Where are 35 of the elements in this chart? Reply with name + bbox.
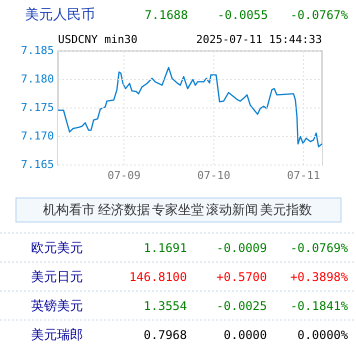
chart-subtitle: USDCNY min30 bbox=[58, 33, 138, 46]
text: -0.0055 bbox=[217, 8, 268, 22]
text: -0.0009 bbox=[216, 241, 267, 255]
text: 2025-07-11 15:44:33 bbox=[196, 33, 322, 46]
text: 0.0000 bbox=[224, 328, 267, 342]
text: -0.0767% bbox=[290, 8, 349, 22]
text: -0.1841% bbox=[290, 299, 349, 313]
text: 美元瑞郎 bbox=[31, 327, 83, 343]
text: 美元指数 bbox=[260, 202, 312, 218]
text: +0.3898% bbox=[290, 270, 349, 284]
text: 欧元美元 bbox=[31, 240, 83, 256]
y-tick-label: 7.165 bbox=[20, 158, 54, 171]
text: 英镑美元 bbox=[31, 298, 83, 314]
text: 7.1688 bbox=[144, 8, 188, 22]
text: 滚动新闻 bbox=[206, 203, 258, 218]
text: 机构看市 bbox=[43, 203, 95, 218]
y-tick-label: 7.185 bbox=[20, 44, 54, 57]
text: 146.8100 bbox=[129, 270, 187, 284]
text: 0.7968 bbox=[144, 328, 187, 342]
text: 经济数据 bbox=[98, 203, 150, 218]
text: 0.0000% bbox=[297, 328, 349, 342]
text: +0.5700 bbox=[216, 270, 267, 284]
text: 专家坐堂 bbox=[152, 202, 204, 218]
y-tick-label: 7.170 bbox=[20, 130, 54, 142]
text: 1.3554 bbox=[144, 299, 187, 313]
text: -0.0769% bbox=[290, 241, 349, 255]
x-tick-label: 07-10 bbox=[197, 169, 230, 182]
x-tick-label: 07-09 bbox=[107, 169, 141, 182]
text: 1.1691 bbox=[144, 241, 187, 255]
y-tick-label: 7.175 bbox=[20, 101, 54, 114]
text: 美元日元 bbox=[31, 269, 83, 285]
x-tick-label: 07-11 bbox=[286, 169, 320, 182]
y-tick-label: 7.180 bbox=[20, 72, 54, 86]
chart-title: 美元人民币 bbox=[25, 7, 95, 23]
text: -0.0025 bbox=[216, 299, 267, 313]
